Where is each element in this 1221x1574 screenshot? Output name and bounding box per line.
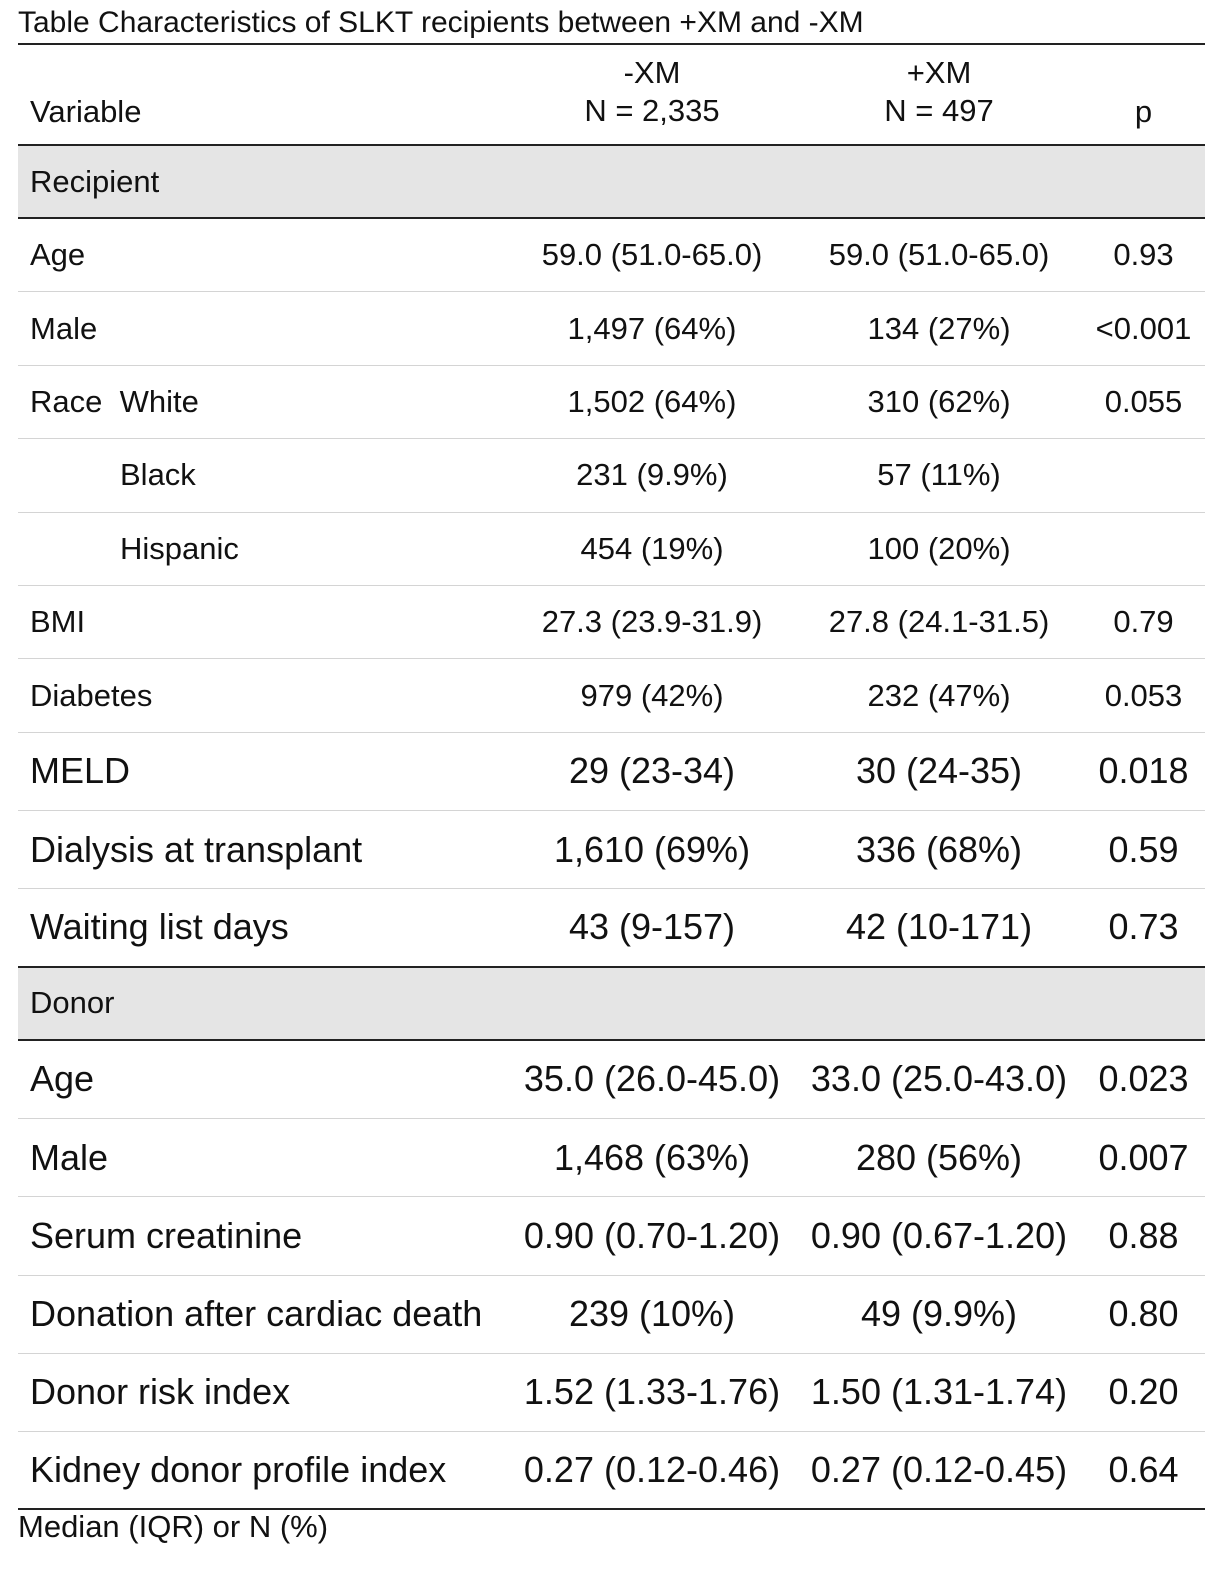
row-pos-value: 30 (24-35) xyxy=(855,750,1023,792)
row-p-value: 0.64 xyxy=(1108,1449,1179,1491)
section-label: Donor xyxy=(30,985,115,1021)
table-row: Race White 1,502 (64%) 310 (62%) 0.055 xyxy=(18,366,1205,440)
row-variable: Age xyxy=(30,1058,95,1100)
section-label: Recipient xyxy=(30,163,160,199)
row-pos-value: 0.27 (0.12-0.45) xyxy=(810,1449,1068,1491)
row-p-value: 0.88 xyxy=(1108,1214,1179,1256)
row-p-value: 0.055 xyxy=(1104,383,1183,419)
table-row: MELD 29 (23-34) 30 (24-35) 0.018 xyxy=(18,733,1205,812)
table-header-row: Variable -XM N = 2,335 +XM N = 497 p xyxy=(18,45,1205,146)
row-neg-value: 0.27 (0.12-0.46) xyxy=(523,1449,781,1491)
row-neg-value: 59.0 (51.0-65.0) xyxy=(541,237,763,273)
section-donor: Donor xyxy=(18,967,1205,1041)
header-pos-group: +XM xyxy=(906,55,972,90)
row-p-value: 0.20 xyxy=(1108,1371,1179,1413)
row-p-value: 0.007 xyxy=(1098,1136,1189,1178)
row-neg-value: 35.0 (26.0-45.0) xyxy=(523,1058,781,1100)
row-pos-value: 134 (27%) xyxy=(867,310,1011,346)
table-row: Kidney donor profile index 0.27 (0.12-0.… xyxy=(18,1432,1205,1511)
table-row: Age 59.0 (51.0-65.0) 59.0 (51.0-65.0) 0.… xyxy=(18,219,1205,293)
row-p-value: 0.79 xyxy=(1113,604,1174,640)
header-neg-n: N = 2,335 xyxy=(584,93,720,128)
header-p: p xyxy=(1134,94,1153,129)
row-variable: Race White xyxy=(30,383,199,419)
table-row: Hispanic 454 (19%) 100 (20%) xyxy=(18,513,1205,586)
row-p-value: <0.001 xyxy=(1095,310,1192,346)
section-recipient: Recipient xyxy=(18,146,1205,219)
table-row: Donor risk index 1.52 (1.33-1.76) 1.50 (… xyxy=(18,1354,1205,1433)
row-p-value: 0.018 xyxy=(1098,750,1189,792)
row-neg-value: 0.90 (0.70-1.20) xyxy=(523,1214,781,1256)
row-neg-value: 231 (9.9%) xyxy=(576,457,728,493)
row-variable: MELD xyxy=(30,750,131,792)
row-pos-value: 49 (9.9%) xyxy=(860,1293,1018,1335)
row-pos-value: 59.0 (51.0-65.0) xyxy=(828,237,1050,273)
row-pos-value: 232 (47%) xyxy=(867,677,1011,713)
row-variable: Waiting list days xyxy=(30,906,289,948)
table-caption: Table Characteristics of SLKT recipients… xyxy=(18,6,864,39)
row-neg-value: 1.52 (1.33-1.76) xyxy=(523,1371,781,1413)
row-neg-value: 1,610 (69%) xyxy=(553,828,751,870)
table-row: Waiting list days 43 (9-157) 42 (10-171)… xyxy=(18,889,1205,968)
table-row: Dialysis at transplant 1,610 (69%) 336 (… xyxy=(18,811,1205,890)
row-variable: Age xyxy=(30,237,86,273)
row-pos-value: 0.90 (0.67-1.20) xyxy=(810,1214,1068,1256)
row-pos-value: 280 (56%) xyxy=(855,1136,1023,1178)
row-variable: Male xyxy=(30,1136,109,1178)
row-pos-value: 57 (11%) xyxy=(877,457,1001,493)
row-pos-value: 42 (10-171) xyxy=(845,906,1033,948)
row-p-value: 0.80 xyxy=(1108,1293,1179,1335)
row-pos-value: 1.50 (1.31-1.74) xyxy=(810,1371,1068,1413)
characteristics-table: Variable -XM N = 2,335 +XM N = 497 p Rec… xyxy=(18,43,1205,1511)
table-row: Black 231 (9.9%) 57 (11%) xyxy=(18,439,1205,513)
table-row: Age 35.0 (26.0-45.0) 33.0 (25.0-43.0) 0.… xyxy=(18,1041,1205,1119)
table-row: Male 1,468 (63%) 280 (56%) 0.007 xyxy=(18,1119,1205,1198)
row-variable: Black xyxy=(120,457,196,493)
row-neg-value: 239 (10%) xyxy=(568,1293,736,1335)
row-neg-value: 29 (23-34) xyxy=(568,750,736,792)
header-neg-xm: -XM N = 2,335 xyxy=(508,54,796,130)
row-neg-value: 27.3 (23.9-31.9) xyxy=(541,604,763,640)
row-pos-value: 310 (62%) xyxy=(867,383,1011,419)
header-neg-group: -XM xyxy=(623,55,681,90)
row-variable: Diabetes xyxy=(30,677,153,713)
header-pos-xm: +XM N = 497 xyxy=(796,54,1082,130)
row-pos-value: 336 (68%) xyxy=(855,828,1023,870)
row-p-value: 0.053 xyxy=(1104,677,1183,713)
row-neg-value: 1,497 (64%) xyxy=(567,310,737,346)
row-p-value: 0.93 xyxy=(1113,237,1174,273)
row-pos-value: 33.0 (25.0-43.0) xyxy=(810,1058,1068,1100)
row-pos-value: 100 (20%) xyxy=(867,530,1011,566)
row-variable: Donor risk index xyxy=(30,1371,291,1413)
row-variable: BMI xyxy=(30,604,86,640)
table-row: Diabetes 979 (42%) 232 (47%) 0.053 xyxy=(18,659,1205,733)
table-row: Male 1,497 (64%) 134 (27%) <0.001 xyxy=(18,292,1205,366)
row-neg-value: 454 (19%) xyxy=(580,530,724,566)
table-row: BMI 27.3 (23.9-31.9) 27.8 (24.1-31.5) 0.… xyxy=(18,586,1205,660)
row-variable: Serum creatinine xyxy=(30,1214,303,1256)
row-neg-value: 43 (9-157) xyxy=(568,906,736,948)
row-variable: Dialysis at transplant xyxy=(30,828,363,870)
table-row: Serum creatinine 0.90 (0.70-1.20) 0.90 (… xyxy=(18,1197,1205,1276)
row-variable: Donation after cardiac death xyxy=(30,1293,483,1335)
row-neg-value: 1,502 (64%) xyxy=(567,383,737,419)
table-row: Donation after cardiac death 239 (10%) 4… xyxy=(18,1276,1205,1354)
row-variable: Male xyxy=(30,310,98,346)
row-p-value: 0.023 xyxy=(1098,1058,1189,1100)
row-p-value: 0.59 xyxy=(1108,828,1179,870)
table-footnote: Median (IQR) or N (%) xyxy=(18,1509,329,1544)
header-pos-n: N = 497 xyxy=(884,93,994,128)
row-neg-value: 1,468 (63%) xyxy=(553,1136,751,1178)
row-p-value: 0.73 xyxy=(1108,906,1179,948)
header-variable: Variable xyxy=(30,94,142,129)
row-pos-value: 27.8 (24.1-31.5) xyxy=(828,604,1050,640)
row-neg-value: 979 (42%) xyxy=(580,677,724,713)
row-variable: Hispanic xyxy=(120,530,239,566)
row-variable: Kidney donor profile index xyxy=(30,1449,447,1491)
